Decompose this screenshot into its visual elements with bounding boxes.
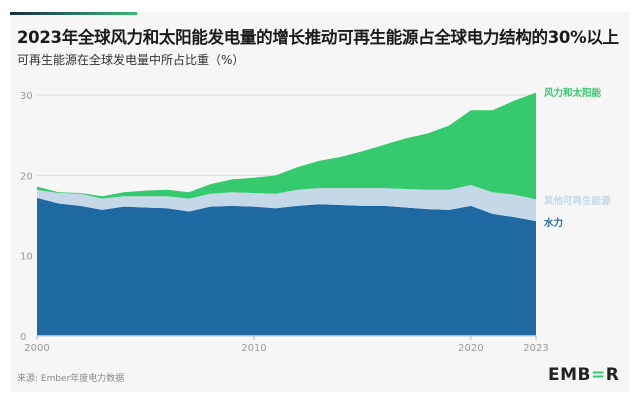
source-note: 来源: Ember年度电力数据: [17, 374, 125, 384]
area-series-2: [37, 92, 536, 200]
ember-logo: EMB=R: [548, 365, 620, 385]
series-label-0: 水力: [544, 217, 563, 229]
area-series-0: [37, 197, 536, 336]
x-tick-label: 2010: [241, 343, 266, 354]
y-tick-label: 30: [20, 91, 33, 102]
chart-title: 2023年全球风力和太阳能发电量的增长推动可再生能源占全球电力结构的30%以上: [17, 28, 619, 47]
x-tick-label: 2000: [24, 343, 49, 354]
chart-subtitle: 可再生能源在全球发电量中所占比重（%）: [17, 53, 245, 67]
x-tick-label: 2020: [458, 343, 483, 354]
y-tick-label: 20: [20, 171, 33, 182]
area-series-1: [37, 184, 536, 222]
series-label-1: 其他可再生能源: [544, 195, 611, 207]
series-label-2: 风力和太阳能: [544, 87, 602, 99]
y-tick-label: 0: [20, 332, 26, 343]
y-tick-label: 10: [20, 252, 33, 263]
x-tick-label: 2023: [523, 343, 548, 354]
accent-bar: [10, 12, 137, 15]
